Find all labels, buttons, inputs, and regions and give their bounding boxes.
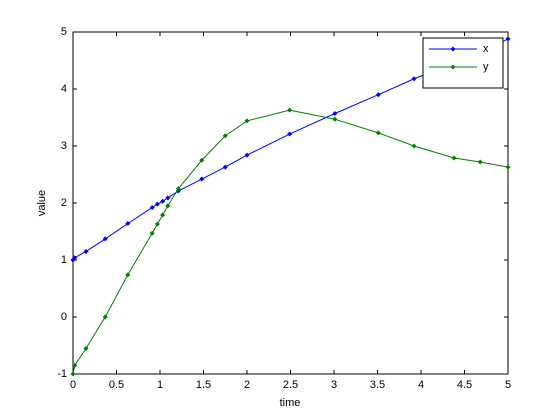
point [244, 118, 250, 124]
point [154, 221, 160, 227]
legend-label: y [483, 61, 489, 73]
y-tick-label: 0 [61, 311, 67, 323]
x-axis-label: time [280, 397, 301, 409]
point [375, 130, 381, 136]
point [287, 107, 293, 113]
point [411, 76, 417, 82]
point [222, 133, 228, 139]
point [72, 362, 78, 368]
x-tick-label: 1 [157, 379, 163, 391]
x-tick-label: 2 [244, 379, 250, 391]
point [102, 314, 108, 320]
point [102, 236, 108, 242]
point [411, 143, 417, 149]
point [83, 345, 89, 351]
legend-box [422, 37, 504, 89]
point [70, 371, 76, 377]
x-tick-label: 2.5 [283, 379, 298, 391]
point [125, 221, 131, 227]
point [149, 230, 155, 236]
point [165, 203, 171, 209]
y-tick-label: 3 [61, 140, 67, 152]
point [222, 164, 228, 170]
plot-area [72, 31, 509, 375]
legend-label: x [483, 43, 489, 55]
point [451, 155, 457, 161]
point [505, 164, 511, 170]
x-tick-label: 5 [505, 379, 511, 391]
x-tick-label: 3.5 [370, 379, 385, 391]
y-tick-label: -1 [57, 368, 67, 380]
y-tick-label: 1 [61, 254, 67, 266]
y-tick-label: 2 [61, 197, 67, 209]
x-tick-label: 0 [70, 379, 76, 391]
point [244, 152, 250, 158]
point [287, 131, 293, 137]
point [165, 195, 171, 201]
point [477, 159, 483, 165]
point [125, 272, 131, 278]
legend-marker [450, 64, 456, 70]
y-tick-label: 4 [61, 83, 67, 95]
point [375, 92, 381, 98]
x-tick-label: 4.5 [457, 379, 472, 391]
point [83, 248, 89, 254]
x-tick-label: 4 [418, 379, 424, 391]
series-line [72, 109, 509, 375]
x-tick-label: 0.5 [109, 379, 124, 391]
point [154, 201, 160, 207]
point [199, 157, 205, 163]
point [160, 212, 166, 218]
legend-marker [450, 46, 456, 52]
point [332, 116, 338, 122]
point [160, 198, 166, 204]
x-tick-label: 1.5 [196, 379, 211, 391]
x-tick-label: 3 [331, 379, 337, 391]
point [332, 111, 338, 117]
series-line [72, 38, 509, 261]
point [505, 36, 511, 42]
point [149, 205, 155, 211]
point [72, 255, 78, 261]
y-tick-label: 5 [61, 26, 67, 38]
point [199, 176, 205, 182]
point [175, 186, 181, 192]
y-axis-label: value [36, 190, 48, 216]
